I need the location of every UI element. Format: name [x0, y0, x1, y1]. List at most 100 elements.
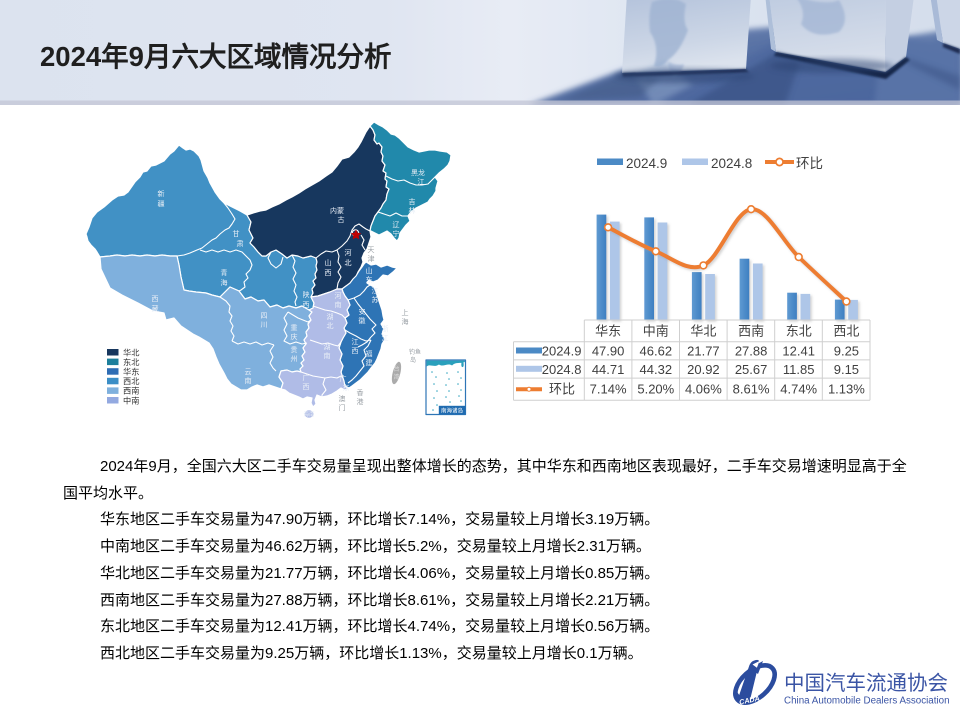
svg-text:台: 台 [393, 365, 399, 373]
svg-text:西: 西 [303, 301, 310, 309]
svg-text:湖: 湖 [324, 342, 331, 351]
svg-text:9.15: 9.15 [834, 362, 859, 377]
svg-text:西北: 西北 [123, 377, 139, 386]
svg-text:东北: 东北 [123, 357, 139, 367]
svg-text:2024.8: 2024.8 [542, 362, 582, 377]
svg-text:海南: 海南 [303, 410, 315, 418]
svg-text:新: 新 [158, 189, 165, 198]
svg-text:27.88: 27.88 [735, 344, 768, 359]
svg-text:CADA: CADA [738, 694, 760, 707]
svg-text:云: 云 [245, 368, 252, 376]
svg-text:苏: 苏 [372, 295, 379, 304]
svg-text:肃: 肃 [237, 239, 244, 248]
svg-text:华北: 华北 [123, 347, 139, 357]
svg-text:46.62: 46.62 [640, 344, 673, 359]
svg-text:青: 青 [221, 268, 228, 277]
svg-text:北: 北 [327, 322, 334, 330]
svg-text:华东: 华东 [595, 324, 621, 339]
svg-text:津: 津 [368, 255, 375, 263]
svg-text:东北: 东北 [786, 324, 812, 339]
svg-text:9.25: 9.25 [834, 344, 859, 359]
svg-text:4.06%: 4.06% [685, 381, 722, 396]
svg-text:香: 香 [357, 388, 364, 397]
svg-text:港: 港 [357, 397, 364, 406]
svg-text:庆: 庆 [291, 332, 298, 341]
svg-text:华北: 华北 [690, 324, 716, 339]
svg-text:江: 江 [352, 338, 359, 346]
svg-text:西: 西 [352, 347, 359, 355]
svg-text:海: 海 [221, 278, 228, 287]
svg-text:贵: 贵 [291, 345, 298, 354]
svg-text:上: 上 [402, 308, 409, 317]
svg-text:江: 江 [372, 287, 379, 295]
svg-text:东: 东 [343, 383, 350, 392]
svg-text:4.74%: 4.74% [780, 381, 817, 396]
svg-text:25.67: 25.67 [735, 362, 768, 377]
svg-text:西: 西 [303, 383, 310, 391]
svg-text:重: 重 [291, 324, 298, 332]
svg-text:21.77: 21.77 [687, 344, 720, 359]
svg-text:山: 山 [366, 266, 373, 275]
svg-text:南: 南 [324, 351, 331, 360]
svg-text:20.92: 20.92 [687, 362, 720, 377]
svg-text:5.20%: 5.20% [637, 381, 674, 396]
svg-text:四: 四 [261, 312, 268, 320]
svg-text:2024.9: 2024.9 [626, 156, 667, 171]
svg-text:浙: 浙 [382, 324, 389, 333]
svg-text:中国汽车流通协会: 中国汽车流通协会 [784, 672, 948, 695]
svg-text:河: 河 [345, 249, 352, 257]
svg-text:安: 安 [359, 307, 366, 316]
svg-text:藏: 藏 [152, 304, 159, 313]
svg-text:内蒙: 内蒙 [330, 206, 344, 215]
svg-text:西南: 西南 [738, 324, 764, 339]
svg-text:徽: 徽 [359, 316, 366, 325]
svg-text:广: 广 [340, 374, 347, 383]
svg-text:中南: 中南 [123, 395, 139, 405]
svg-text:西南: 西南 [123, 386, 139, 396]
svg-text:黑龙: 黑龙 [411, 168, 425, 177]
svg-text:环比: 环比 [549, 381, 575, 396]
svg-text:古: 古 [338, 215, 345, 224]
svg-text:44.71: 44.71 [592, 362, 625, 377]
svg-text:岛: 岛 [410, 356, 416, 364]
svg-text:44.32: 44.32 [640, 362, 673, 377]
svg-text:门: 门 [339, 403, 346, 412]
svg-text:南海诸岛: 南海诸岛 [441, 407, 464, 415]
svg-text:西北: 西北 [833, 324, 859, 339]
svg-text:47.90: 47.90 [592, 344, 625, 359]
svg-text:疆: 疆 [158, 200, 165, 208]
svg-text:州: 州 [291, 355, 298, 363]
svg-text:宁: 宁 [393, 229, 400, 238]
svg-text:7.14%: 7.14% [590, 381, 627, 396]
svg-text:环比: 环比 [796, 156, 823, 171]
svg-text:天: 天 [368, 246, 375, 254]
svg-text:钓鱼: 钓鱼 [409, 348, 421, 356]
svg-text:江: 江 [418, 178, 425, 186]
svg-text:南: 南 [245, 376, 252, 385]
svg-text:北: 北 [345, 259, 352, 267]
svg-text:1.13%: 1.13% [828, 381, 865, 396]
svg-text:湾: 湾 [393, 373, 399, 381]
svg-text:海: 海 [402, 317, 409, 326]
svg-text:南: 南 [335, 300, 342, 309]
svg-text:西: 西 [325, 269, 332, 277]
svg-text:澳: 澳 [339, 394, 346, 403]
svg-text:2024.9: 2024.9 [542, 344, 582, 359]
svg-text:东: 东 [366, 275, 373, 284]
svg-text:广: 广 [303, 373, 310, 382]
svg-text:山: 山 [325, 258, 332, 267]
svg-text:华东: 华东 [123, 367, 139, 377]
svg-text:川: 川 [261, 321, 268, 329]
svg-text:建: 建 [366, 358, 373, 367]
svg-text:12.41: 12.41 [782, 344, 815, 359]
svg-text:林: 林 [409, 206, 416, 215]
svg-text:湖: 湖 [327, 312, 334, 321]
svg-text:辽: 辽 [393, 221, 400, 229]
svg-text:2024.8: 2024.8 [711, 156, 752, 171]
svg-text:江: 江 [382, 334, 389, 342]
svg-text:吉: 吉 [409, 198, 416, 206]
svg-text:西: 西 [152, 295, 159, 303]
svg-text:陕: 陕 [303, 290, 310, 299]
svg-text:福: 福 [366, 349, 373, 358]
svg-text:11.85: 11.85 [783, 362, 815, 377]
